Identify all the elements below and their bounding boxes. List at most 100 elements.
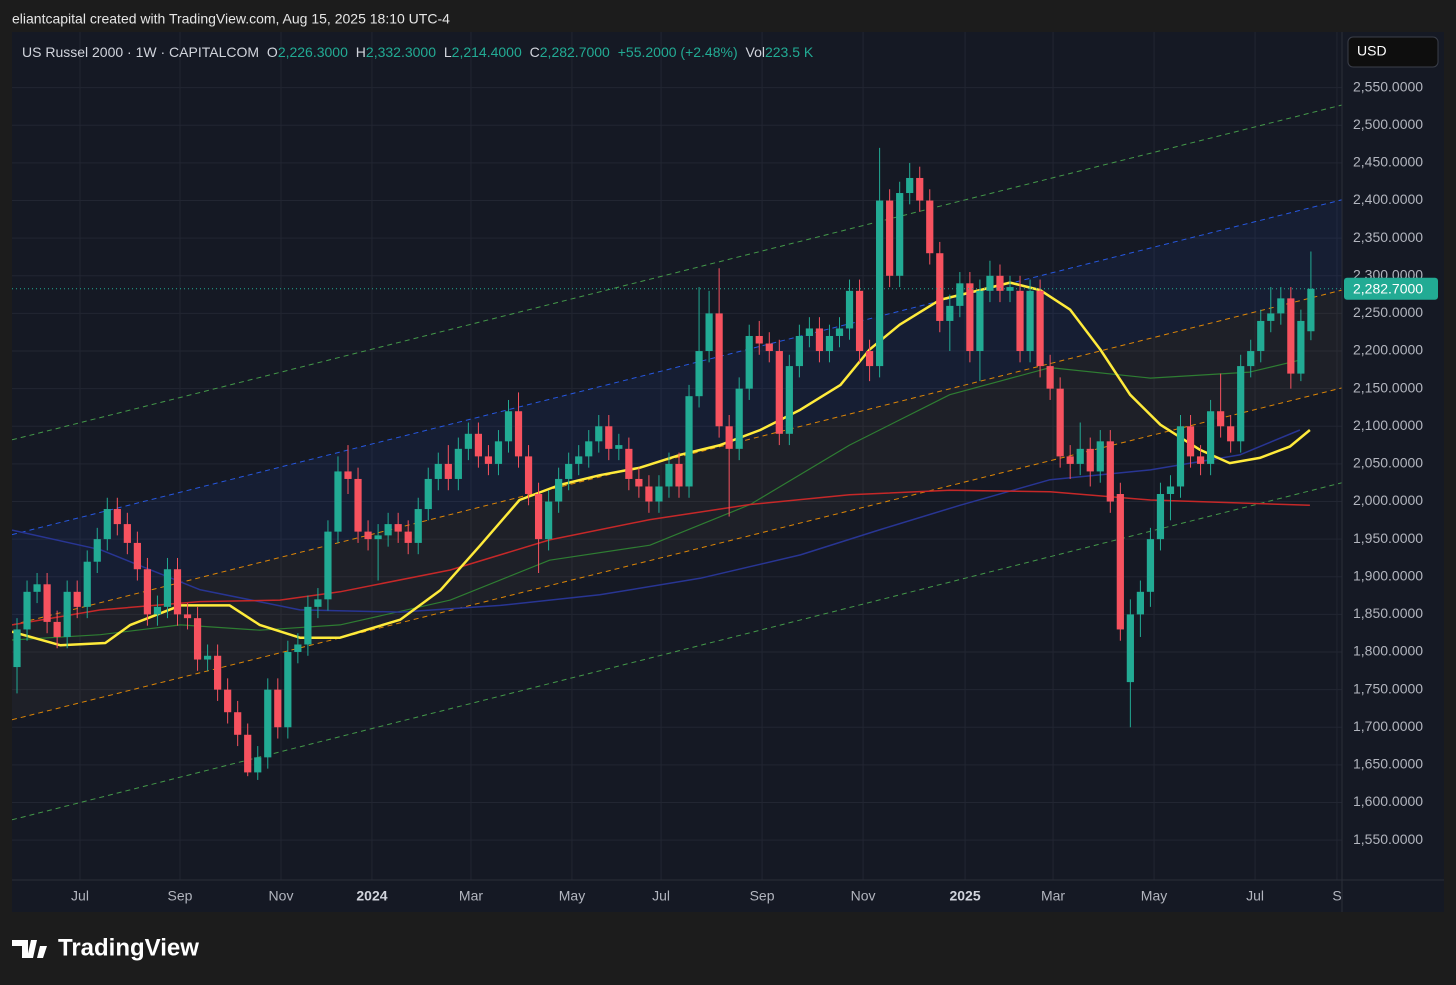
candle-body <box>1196 456 1205 464</box>
candle-body <box>655 486 663 502</box>
x-tick-label: Jul <box>1246 888 1264 904</box>
candle-body <box>1277 298 1285 314</box>
y-tick-label: 2,500.0000 <box>1353 116 1423 132</box>
currency[interactable]: USD <box>1357 43 1387 59</box>
candle-body <box>1267 313 1275 321</box>
legend-key: L <box>444 44 452 60</box>
candle-body <box>1237 366 1245 442</box>
y-tick-label: 2,200.0000 <box>1353 342 1423 358</box>
symbol: US Russel 2000 · 1W · CAPITALCOM <box>22 44 259 60</box>
price-axis: 1,550.0000 1,600.0000 1,650.0000 1,700.0000… <box>1353 78 1423 846</box>
candle-body <box>163 569 172 607</box>
candle-body <box>414 509 422 543</box>
candle-body <box>775 351 783 434</box>
y-tick-label: 2,050.0000 <box>1353 455 1423 471</box>
legend-value: 2,332.3000 <box>366 44 436 60</box>
legend-value: 2,282.7000 <box>540 44 610 60</box>
candle-body <box>725 426 733 449</box>
x-tick-label: Nov <box>269 888 294 904</box>
candle-body <box>484 456 493 464</box>
x-tick-label: S <box>1332 888 1341 904</box>
candle-body <box>33 584 41 592</box>
candle-body <box>334 471 342 532</box>
candle-body <box>324 531 332 600</box>
candle-body <box>244 734 252 773</box>
y-tick-label: 1,650.0000 <box>1353 756 1423 772</box>
candle-body <box>585 441 593 457</box>
candle-body <box>615 445 623 449</box>
candle-body <box>193 618 202 660</box>
candle-body <box>1076 448 1084 464</box>
moving-average <box>12 429 1301 613</box>
candle-body <box>344 471 352 479</box>
candle-body <box>83 561 91 607</box>
candle-body <box>454 448 462 479</box>
candle-body <box>1056 388 1064 457</box>
channel-line <box>12 289 1342 626</box>
candle-body <box>73 591 81 607</box>
time-axis: Jul Sep Nov 2024 Mar May Jul Sep Nov 2025 Mar May Ju… <box>71 888 1342 904</box>
candle-body <box>504 411 513 442</box>
candle-body <box>304 606 312 645</box>
candle-body <box>946 305 954 321</box>
legend-key: H <box>356 44 366 60</box>
x-tick-label: Nov <box>851 888 876 904</box>
candle-body <box>1227 426 1235 442</box>
x-tick-label: Sep <box>750 888 775 904</box>
candle-body <box>494 441 503 464</box>
candle-body <box>705 313 713 352</box>
candle-body <box>404 531 412 543</box>
candle-body <box>1126 614 1134 683</box>
y-tick-label: 2,250.0000 <box>1353 304 1423 320</box>
channel-line <box>12 387 1342 721</box>
candle-body <box>695 351 703 397</box>
candle-body <box>956 283 964 306</box>
y-tick-label: 1,700.0000 <box>1353 718 1423 734</box>
candle-body <box>605 426 613 449</box>
candle-body <box>1016 290 1024 352</box>
candle-body <box>845 290 854 329</box>
candle-body <box>575 456 583 464</box>
candle-body <box>595 426 603 442</box>
candle-body <box>113 509 121 525</box>
candle-body <box>835 328 844 336</box>
credit: eliantcapital created with TradingView.c… <box>12 11 450 27</box>
y-tick-label: 1,600.0000 <box>1353 793 1423 809</box>
candle-body <box>374 535 382 540</box>
candle-body <box>1046 366 1054 389</box>
candle-body <box>555 478 563 502</box>
candle-body <box>645 486 653 502</box>
legend-key: C <box>530 44 540 60</box>
candle-body <box>123 524 131 543</box>
legend-value: 2,226.3000 <box>278 44 348 60</box>
channel-line <box>12 104 1342 441</box>
candle-body <box>224 689 232 713</box>
y-tick-label: 2,400.0000 <box>1353 191 1423 207</box>
candle-body <box>43 584 51 622</box>
candle-body <box>1146 539 1155 592</box>
x-tick-label: Mar <box>1041 888 1065 904</box>
candle-body <box>534 493 543 540</box>
candle-body <box>986 275 994 291</box>
candle-body <box>765 343 773 352</box>
candle-body <box>755 335 763 344</box>
candle-body <box>876 200 884 367</box>
candle-body <box>464 433 472 449</box>
channel-line <box>12 199 1342 536</box>
x-tick-label: May <box>559 888 585 904</box>
candle-body <box>886 200 894 276</box>
candle-body <box>1207 411 1215 464</box>
legend-value: 2,214.4000 <box>452 44 522 60</box>
candle-body <box>565 463 573 479</box>
x-tick-label: Sep <box>168 888 193 904</box>
candle-body <box>434 463 442 479</box>
candle-body <box>665 463 673 487</box>
candle-body <box>715 313 723 427</box>
candle-body <box>916 177 924 201</box>
y-tick-label: 2,350.0000 <box>1353 229 1423 245</box>
candle-body <box>254 757 262 773</box>
currency-button[interactable] <box>1347 36 1439 68</box>
candle-body <box>203 655 212 660</box>
candle-body <box>53 621 61 637</box>
